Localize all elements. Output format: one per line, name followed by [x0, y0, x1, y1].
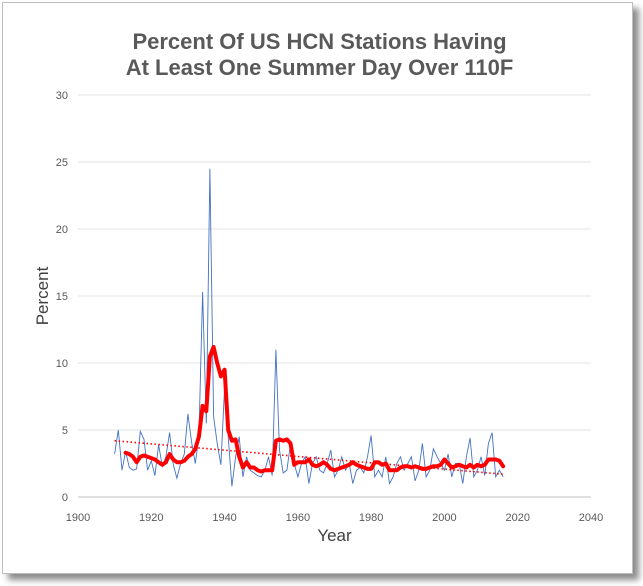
- y-tick-label: 0: [62, 492, 68, 504]
- x-tick-label: 1940: [212, 512, 236, 524]
- y-tick-label: 15: [56, 291, 68, 303]
- x-tick-label: 1900: [66, 512, 90, 524]
- chart-frame: Percent Of US HCN Stations Having At Lea…: [2, 2, 633, 574]
- x-tick-label: 2040: [579, 512, 603, 524]
- x-tick-label: 1920: [139, 512, 163, 524]
- x-tick-label: 2000: [432, 512, 456, 524]
- y-tick-label: 5: [62, 425, 68, 437]
- y-tick-label: 25: [56, 157, 68, 169]
- x-tick-label: 1980: [359, 512, 383, 524]
- data-series: [114, 168, 506, 487]
- x-tick-label: 1960: [286, 512, 310, 524]
- x-axis-ticks: 1900 1920 1940 1960 1980 2000 2020 2040: [66, 512, 603, 524]
- series-line: [114, 168, 504, 487]
- y-tick-label: 30: [56, 90, 68, 102]
- chart-title-line-2: At Least One Summer Day Over 110F: [125, 55, 514, 80]
- y-tick-label: 20: [56, 224, 68, 236]
- y-tick-label: 10: [56, 358, 68, 370]
- x-tick-label: 2020: [505, 512, 529, 524]
- x-axis-title: Year: [317, 526, 352, 545]
- y-axis-ticks: 0 5 10 15 20 25 30: [56, 90, 68, 504]
- y-axis-title: Percent: [33, 266, 52, 325]
- gridlines: [78, 94, 591, 498]
- series-line: [123, 344, 506, 474]
- chart-title-line-1: Percent Of US HCN Stations Having: [132, 29, 507, 54]
- series-line: [114, 439, 504, 475]
